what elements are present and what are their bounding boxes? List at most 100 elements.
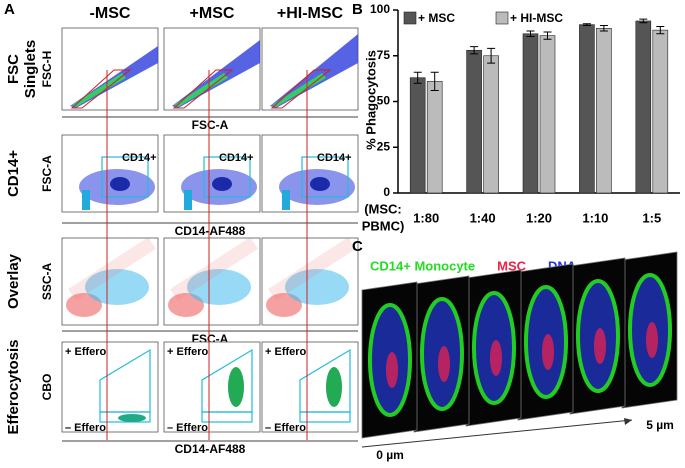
- depth-label: 0 µm: [376, 448, 404, 462]
- bar: [483, 55, 499, 194]
- depth-arrow: [624, 418, 632, 425]
- x-axis-title: PBMC): [362, 218, 405, 233]
- bar: [652, 29, 669, 194]
- confocal-slice: [569, 257, 626, 415]
- column-header: +MSC: [190, 5, 235, 22]
- cell-core: [310, 177, 330, 191]
- flow-plot: [61, 237, 159, 326]
- y-axis-title: % Phagocytosis: [363, 50, 378, 150]
- x-tick-label: 1:10: [582, 210, 608, 225]
- y-axis-label: FSC-A: [40, 155, 54, 192]
- confocal-slice: [517, 263, 574, 421]
- red-cloud: [66, 293, 102, 317]
- error-bar: [430, 71, 439, 92]
- gate: [101, 156, 149, 198]
- y-tick-label: 50: [377, 94, 391, 108]
- stain-label: CD14+ Monocyte: [370, 258, 475, 273]
- red-scatter: [170, 237, 258, 301]
- confocal-slice: [413, 275, 470, 433]
- cell-cloud: [118, 414, 146, 422]
- bar: [426, 81, 443, 194]
- msc-signal: [542, 334, 554, 370]
- flow-plot: + Effero – Effero: [163, 341, 261, 434]
- confocal-slice: [621, 251, 678, 409]
- msc-signal: [490, 340, 502, 376]
- depth-axis: [361, 419, 633, 448]
- bar: [409, 77, 426, 194]
- x-axis-label: FSC-A: [192, 118, 229, 132]
- bar: [522, 33, 539, 194]
- gate-label: CD14+: [122, 152, 157, 164]
- error-bar: [599, 25, 608, 32]
- gate-label: + Effero: [65, 346, 107, 358]
- gate-label: – Effero: [65, 422, 106, 434]
- red-scatter: [68, 237, 156, 301]
- stain-label: MSC: [497, 258, 527, 273]
- depth-label: 5 µm: [646, 418, 674, 432]
- error-bar: [543, 31, 552, 40]
- flow-plot: CD14+: [61, 134, 159, 213]
- cell-cloud: [326, 367, 342, 407]
- error-bar: [526, 30, 535, 38]
- msc-signal: [594, 328, 606, 364]
- gate: [203, 156, 251, 198]
- gate: [99, 411, 151, 423]
- flow-plot: + Effero – Effero: [61, 341, 159, 434]
- row-title: Efferocytosis: [5, 339, 22, 434]
- msc-signal: [386, 352, 398, 388]
- gate: [299, 411, 351, 423]
- gate: [270, 69, 332, 109]
- flow-plot: [261, 27, 359, 111]
- confocal-slice: [465, 269, 522, 427]
- y-axis-label: FSC-H: [40, 51, 54, 88]
- column-header: -MSC: [90, 5, 131, 22]
- x-tick-label: 1:80: [413, 210, 439, 225]
- flow-plot: [163, 27, 261, 111]
- red-cloud: [266, 293, 302, 317]
- gate-label: + Effero: [167, 346, 209, 358]
- panel-label: A: [4, 1, 15, 18]
- bar: [596, 27, 612, 194]
- row-title: FSC: [5, 54, 22, 84]
- red-scatter: [268, 237, 356, 301]
- legend-swatch: [495, 11, 509, 25]
- error-bar: [413, 71, 422, 84]
- cell-core: [212, 177, 232, 191]
- confocal-slice: [361, 281, 418, 439]
- flow-plot: [61, 27, 159, 111]
- error-bar: [487, 47, 496, 64]
- cell-column: [282, 190, 290, 210]
- panel-label: C: [352, 238, 363, 255]
- cell-column: [184, 190, 192, 210]
- x-axis-label: CD14-AF488: [175, 224, 246, 238]
- gate: [70, 69, 132, 109]
- y-tick-label: 100: [370, 2, 390, 16]
- cell-column: [82, 190, 90, 210]
- error-bar: [639, 18, 648, 24]
- bar: [635, 20, 652, 194]
- row-title: Overlay: [5, 253, 22, 309]
- x-axis-label: CD14-AF488: [175, 442, 246, 456]
- y-tick-label: 25: [377, 139, 391, 153]
- msc-signal: [438, 346, 450, 382]
- error-bar: [582, 23, 591, 27]
- x-tick-label: 1:5: [642, 210, 661, 225]
- gate-label: + Effero: [265, 346, 307, 358]
- gate: [301, 156, 349, 198]
- flow-plot: + Effero – Effero: [261, 341, 359, 434]
- y-tick-label: 0: [383, 185, 390, 199]
- cell-core: [110, 177, 130, 191]
- flow-plot: CD14+: [163, 134, 261, 213]
- y-tick-label: 75: [377, 48, 391, 62]
- gate-label: – Effero: [167, 422, 208, 434]
- x-axis-title: (MSC:: [364, 201, 402, 216]
- column-header: +HI-MSC: [277, 5, 344, 22]
- row-title: Singlets: [22, 40, 39, 98]
- cell-core: [174, 73, 228, 107]
- cyan-cloud: [187, 269, 251, 305]
- cell-cloud: [172, 40, 260, 108]
- gate-label: CD14+: [219, 152, 254, 164]
- x-tick-label: 1:40: [470, 210, 496, 225]
- flow-plot: [261, 237, 359, 326]
- flow-plot: CD14+: [261, 134, 359, 213]
